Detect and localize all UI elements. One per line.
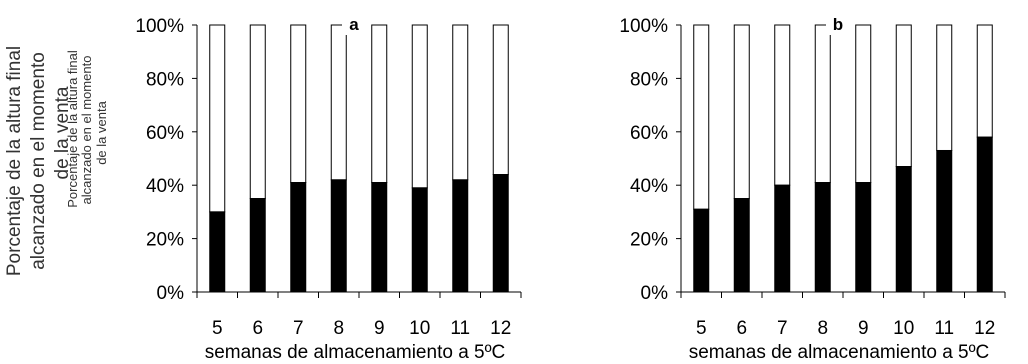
bar-value-9	[855, 182, 872, 293]
bar-value-9	[371, 182, 388, 293]
panel-letter: a	[349, 15, 359, 34]
bar-remainder-10	[895, 24, 912, 168]
y-tick-label: 20%	[146, 230, 184, 251]
x-tick-label-11: 11	[450, 318, 470, 339]
panel-letter-box	[342, 13, 366, 35]
x-tick-label-9: 9	[858, 318, 869, 339]
y-tick-label: 0%	[157, 283, 185, 304]
y-tick-label: 100%	[135, 16, 184, 37]
bar-remainder-10	[411, 24, 428, 189]
bar-value-6	[733, 198, 750, 293]
x-tick-label-8: 8	[817, 318, 828, 339]
bar-value-12	[492, 174, 509, 293]
bar-value-10	[411, 187, 428, 293]
bar-remainder-12	[976, 24, 993, 138]
bar-value-10	[895, 166, 912, 293]
x-tick-label-7: 7	[293, 318, 304, 339]
panel-letter: b	[833, 15, 843, 34]
bar-remainder-8	[330, 24, 347, 181]
y-tick-label: 40%	[630, 176, 668, 197]
x-axis-title: semanas de almacenamiento a 5ºC	[689, 342, 990, 363]
bar-value-11	[452, 179, 469, 293]
bar-remainder-9	[371, 24, 388, 184]
bar-value-7	[774, 184, 791, 293]
x-tick-label-6: 6	[252, 318, 263, 339]
x-tick-label-11: 11	[934, 318, 954, 339]
bar-remainder-7	[290, 24, 307, 184]
chart-panel-b: b 0% 20% 40% 60% 80% 100% 5 6 7 8 9 10 11 12 semanas de…	[619, 13, 1006, 363]
chart-panel-a: a 0% 20% 40% 60% 80% 100% 5 6 7 8 9 10 11 12 semanas de…	[135, 13, 522, 363]
bar-remainder-9	[855, 24, 872, 184]
x-tick-label-6: 6	[736, 318, 747, 339]
bar-value-6	[249, 198, 266, 293]
bar-value-7	[290, 182, 307, 293]
bar-value-11	[936, 149, 953, 293]
y-axis-title-overlay-2: alcanzado en el momento	[79, 56, 94, 205]
panel-letter-box	[826, 13, 850, 35]
bar-remainder-6	[733, 24, 750, 200]
y-tick-label: 60%	[630, 123, 668, 144]
x-tick-label-5: 5	[212, 318, 223, 339]
bar-remainder-7	[774, 24, 791, 186]
x-tick-label-10: 10	[893, 318, 914, 339]
x-tick-label-10: 10	[409, 318, 430, 339]
y-tick-label: 20%	[630, 230, 668, 251]
y-tick-label: 60%	[146, 123, 184, 144]
x-tick-label-8: 8	[333, 318, 344, 339]
y-tick-label: 0%	[641, 283, 669, 304]
x-tick-label-7: 7	[777, 318, 788, 339]
y-tick-label: 100%	[619, 16, 668, 37]
y-axis-title: Porcentaje de la altura final alcanzado …	[4, 46, 109, 276]
x-tick-label-5: 5	[696, 318, 707, 339]
bar-remainder-11	[936, 24, 953, 151]
y-axis-title-line-3: de la venta	[52, 86, 73, 179]
bar-remainder-11	[452, 24, 469, 181]
y-tick-label: 40%	[146, 176, 184, 197]
bar-remainder-5	[209, 24, 226, 213]
y-tick-label: 80%	[146, 69, 184, 90]
y-tick-label: 80%	[630, 69, 668, 90]
bar-value-8	[814, 182, 831, 293]
bar-value-12	[976, 136, 993, 293]
bar-remainder-5	[693, 24, 710, 210]
x-tick-label-12: 12	[490, 318, 511, 339]
bar-remainder-8	[814, 24, 831, 184]
bar-remainder-6	[249, 24, 266, 200]
bar-remainder-12	[492, 24, 509, 176]
x-axis-title: semanas de almacenamiento a 5ºC	[205, 342, 506, 363]
bar-value-8	[330, 179, 347, 293]
x-tick-label-12: 12	[974, 318, 995, 339]
y-axis-title-overlay-1: Porcentaje de la altura final	[65, 50, 80, 208]
y-axis-title-line-1: Porcentaje de la altura final	[4, 46, 25, 276]
bar-value-5	[209, 211, 226, 293]
x-tick-label-9: 9	[374, 318, 385, 339]
y-axis-title-overlay-3: de la venta	[94, 100, 109, 164]
y-axis-title-line-2: alcanzado en el momento	[28, 52, 49, 270]
bar-value-5	[693, 208, 710, 293]
